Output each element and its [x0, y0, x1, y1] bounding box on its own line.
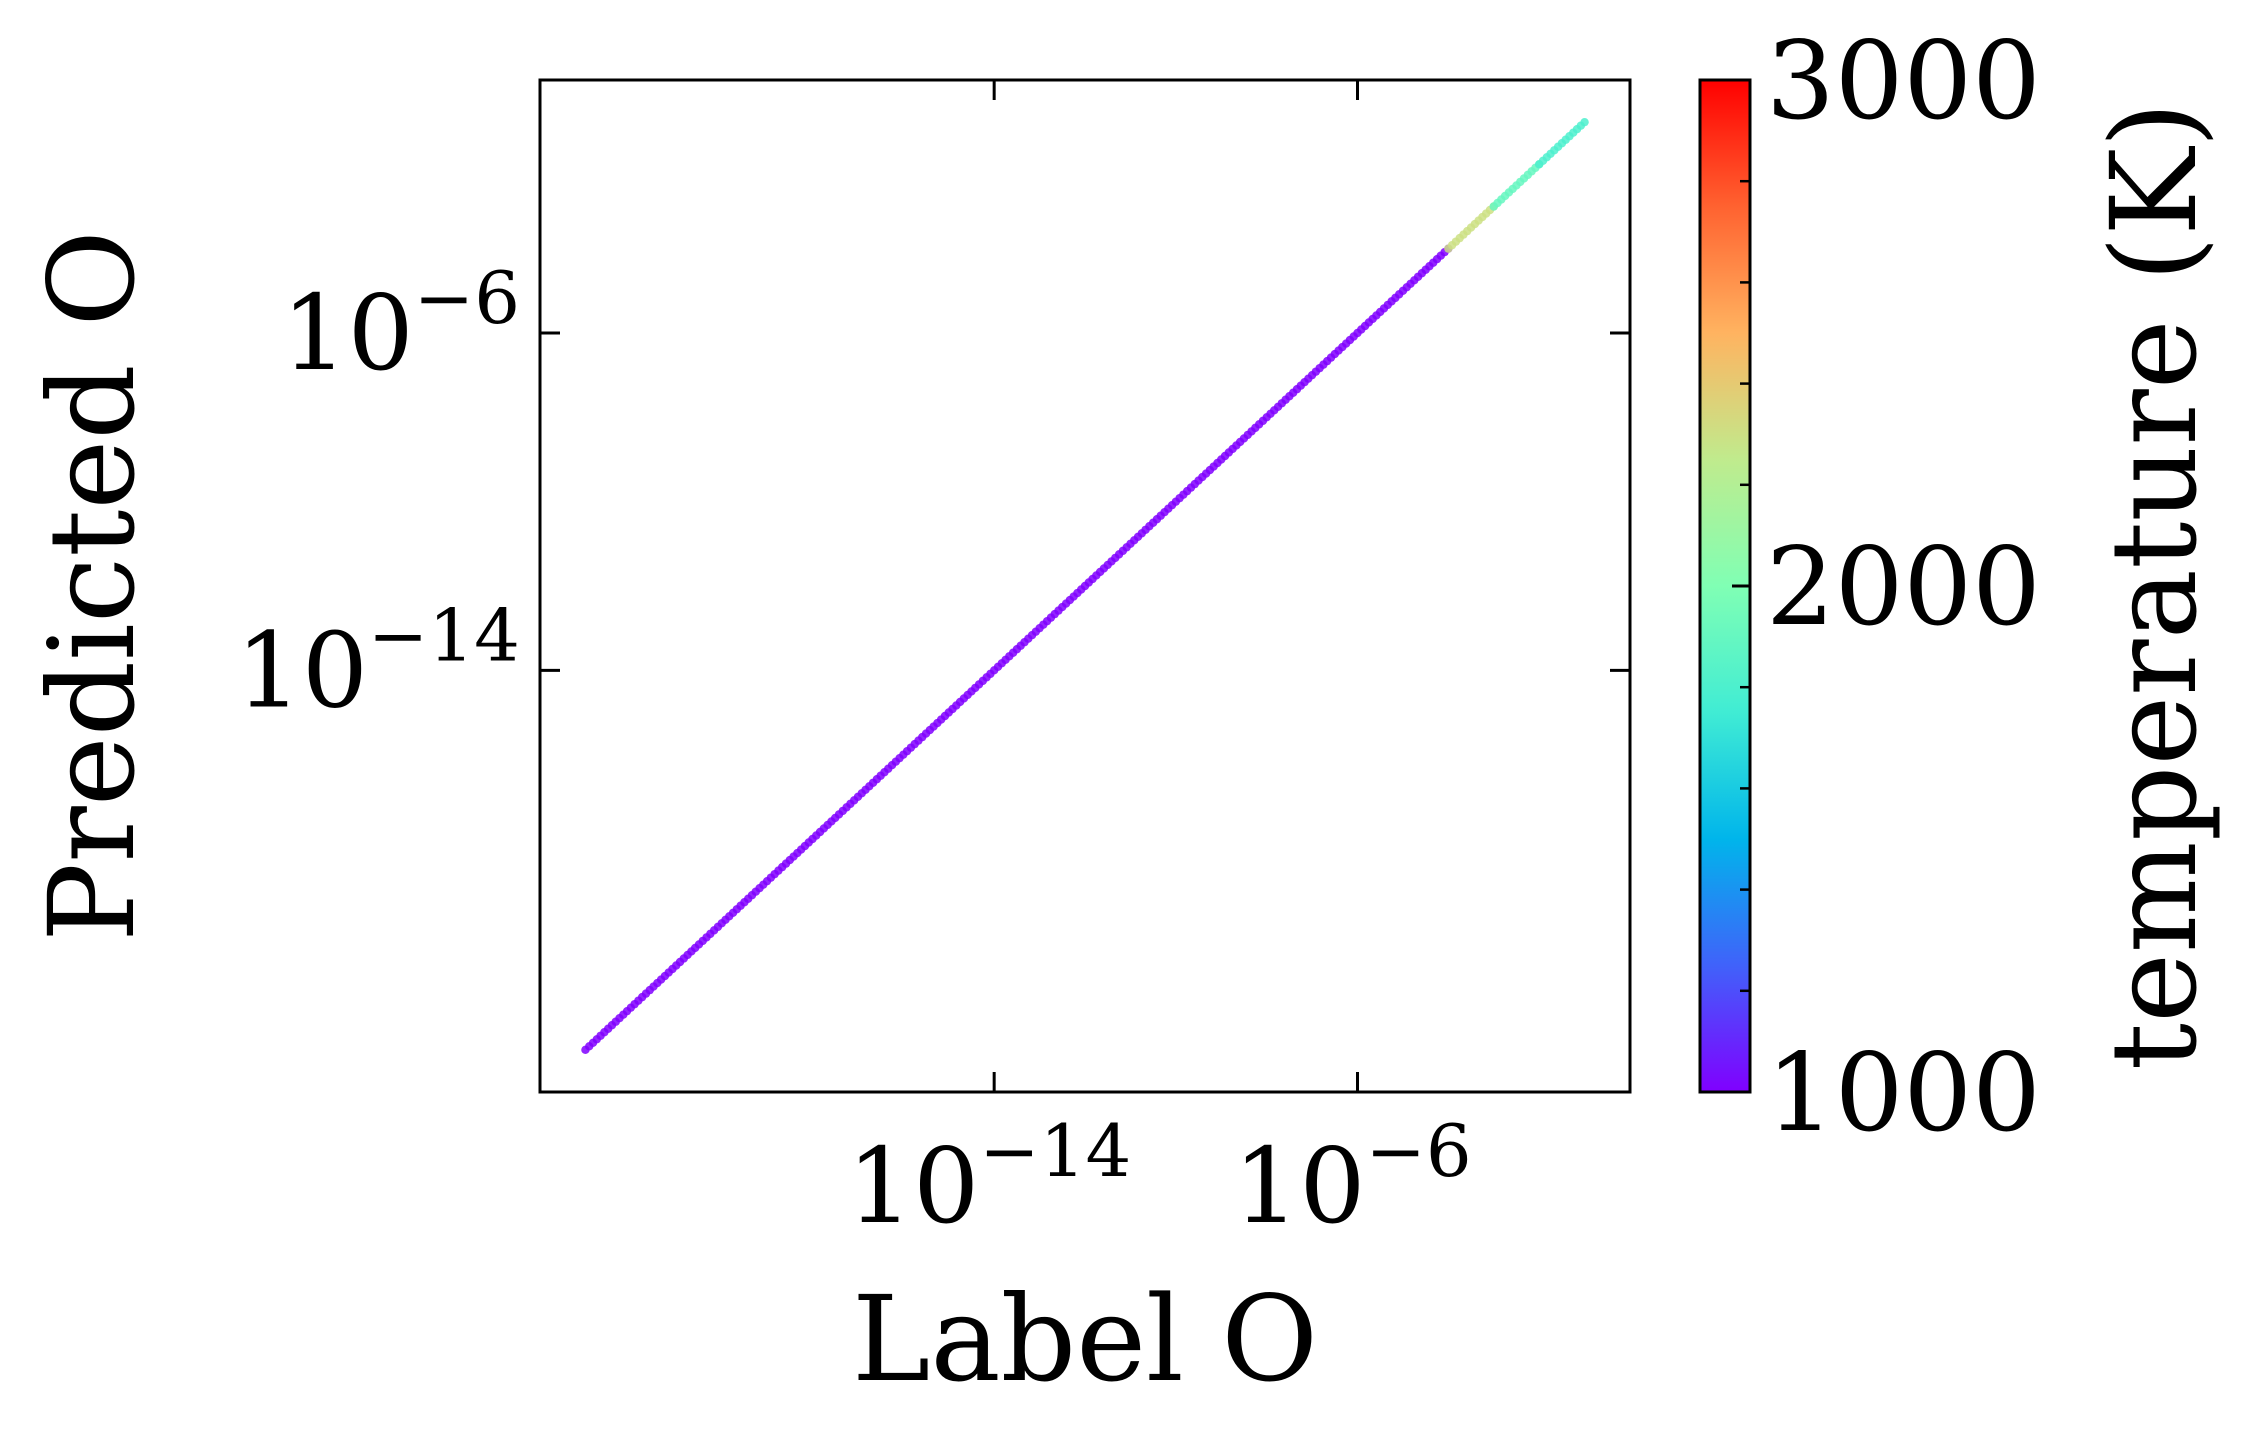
data-point: [1580, 117, 1589, 127]
y-tick-label: 10−6: [282, 256, 520, 394]
colorbar-tick-label: 1000: [1766, 1031, 2041, 1156]
y-axis-ticks: 10−14 10−6: [236, 256, 1630, 731]
scatter-series: [581, 117, 1589, 1055]
x-axis-ticks: 10−14 10−6: [847, 80, 1472, 1247]
x-axis-label: Label O: [852, 1270, 1318, 1408]
colorbar-ticks: 1000 2000 3000: [1732, 19, 2041, 1156]
colorbar-tick-label: 3000: [1766, 19, 2041, 144]
colorbar-tick-label: 2000: [1766, 525, 2041, 650]
x-tick-label: 10−6: [1233, 1109, 1471, 1247]
colorbar-label: temperature (K): [2085, 102, 2223, 1071]
y-axis-label: Predicted O: [23, 230, 161, 942]
plot-frame: [538, 78, 1632, 1094]
y-tick-label: 10−14: [236, 593, 520, 731]
x-tick-label: 10−14: [847, 1109, 1131, 1247]
